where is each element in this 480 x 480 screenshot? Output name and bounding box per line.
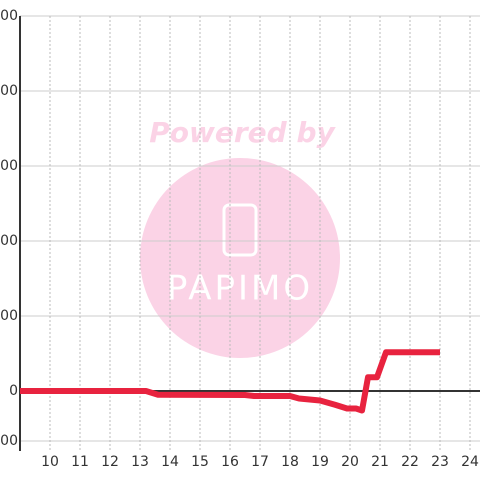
y-tick-label: -20,000 [0, 433, 18, 449]
y-tick-label: 150,000 [0, 8, 18, 24]
watermark-icon [222, 203, 258, 257]
x-tick-label: 13 [131, 454, 149, 470]
watermark-logo: PAPIMO [167, 269, 313, 309]
x-tick-label: 19 [311, 454, 329, 470]
x-tick-label: 10 [41, 454, 59, 470]
y-tick-label: 90,000 [0, 158, 18, 174]
x-tick-label: 15 [191, 454, 209, 470]
x-tick-label: 11 [71, 454, 89, 470]
x-tick-label: 21 [371, 454, 389, 470]
watermark-text: Powered by [149, 116, 336, 149]
line [20, 349, 440, 414]
y-tick-label: 120,000 [0, 83, 18, 99]
x-tick-label: 20 [341, 454, 359, 470]
x-tick-label: 17 [251, 454, 269, 470]
y-tick-label: 0 [9, 383, 18, 399]
x-tick-label: 23 [431, 454, 449, 470]
x-tick-label: 14 [161, 454, 179, 470]
x-tick-label: 12 [101, 454, 119, 470]
x-tick-label: 22 [401, 454, 419, 470]
x-tick-label: 18 [281, 454, 299, 470]
x-tick-label: 24 [461, 454, 479, 470]
y-tick-label: 60,000 [0, 233, 18, 249]
x-tick-label: 16 [221, 454, 239, 470]
y-tick-label: 30,000 [0, 308, 18, 324]
